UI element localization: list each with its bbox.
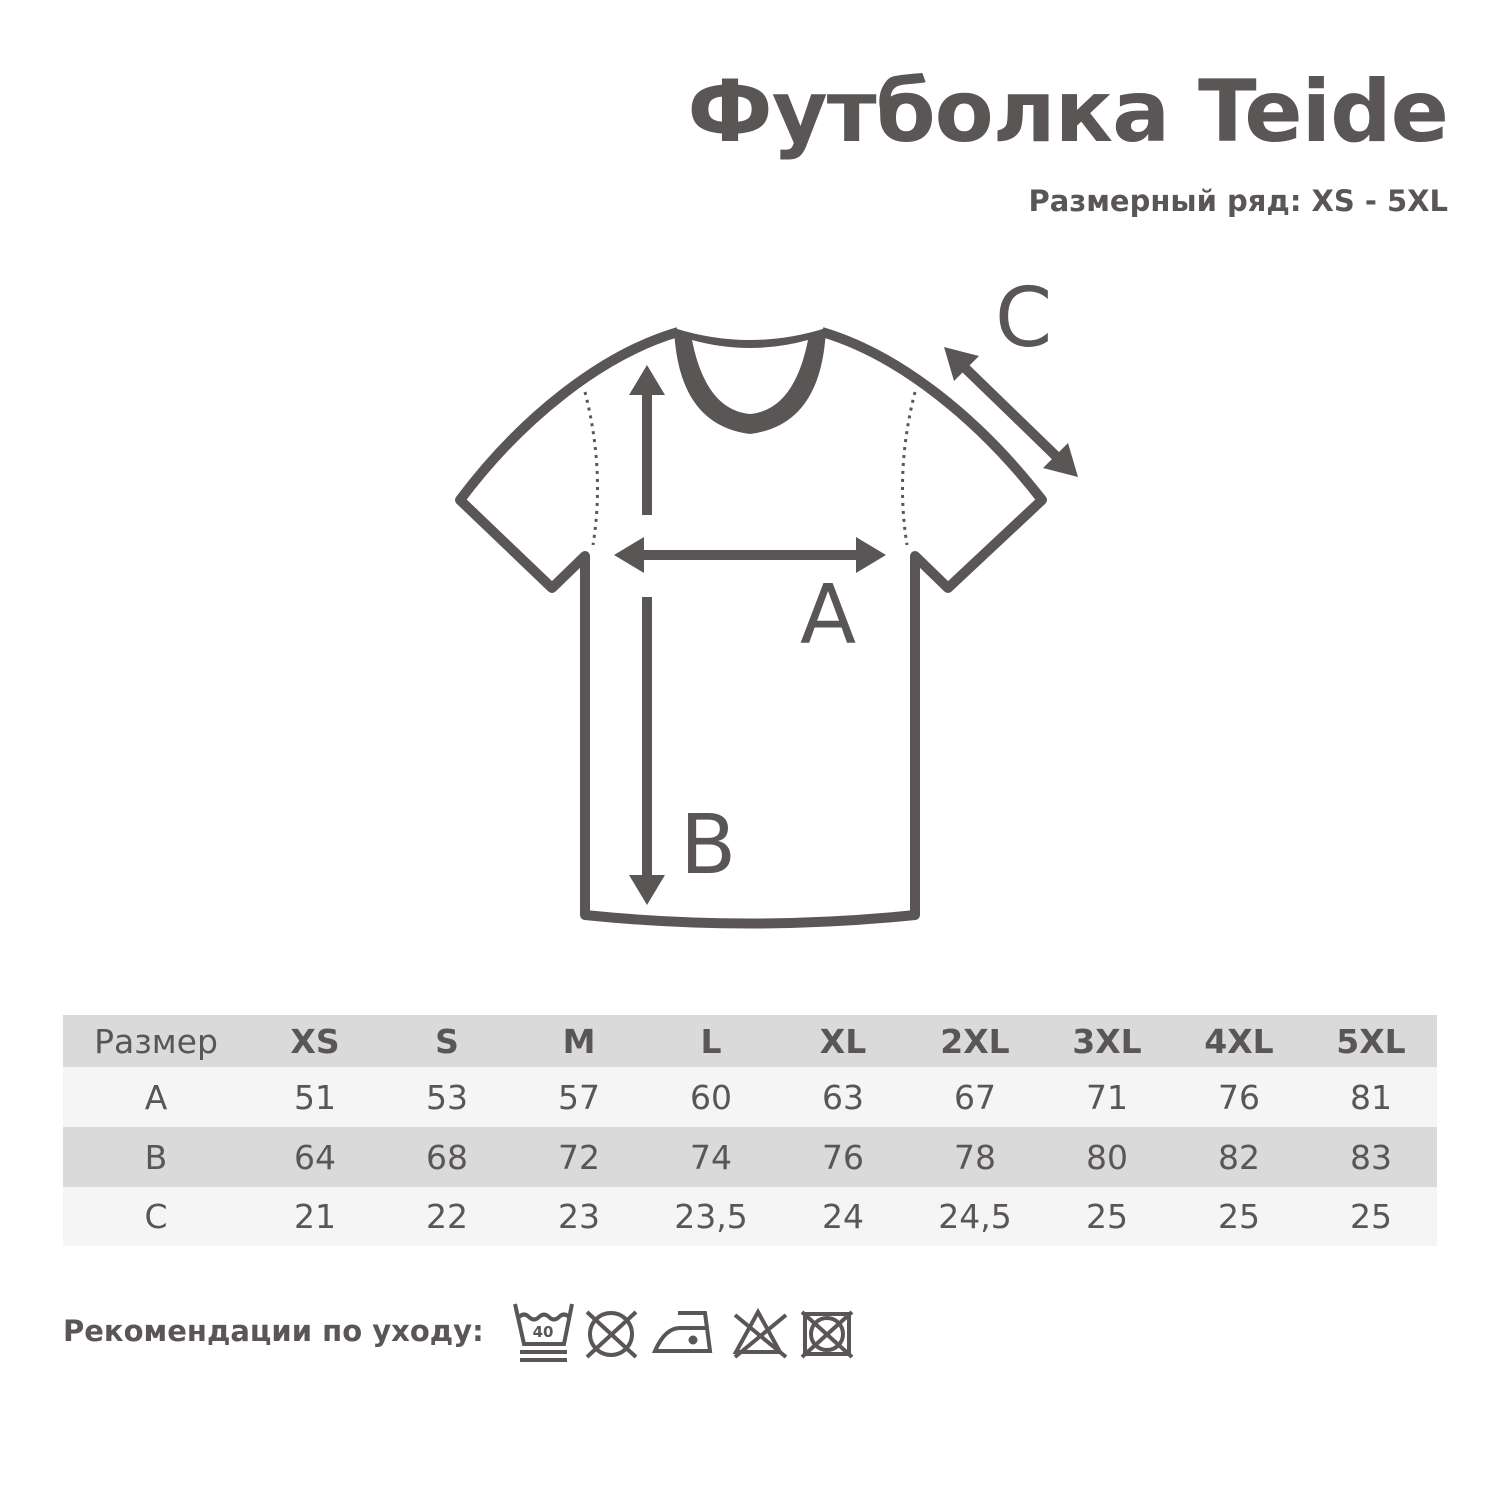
table-cell: 60 xyxy=(645,1067,777,1127)
table-cell: 22 xyxy=(381,1187,513,1246)
arrow-a xyxy=(614,537,886,573)
table-cell: 68 xyxy=(381,1127,513,1187)
tshirt-diagram: A B C xyxy=(455,271,1078,929)
table-cell: 74 xyxy=(645,1127,777,1187)
header-cell: 4XL xyxy=(1173,1015,1305,1067)
table-cell: 82 xyxy=(1173,1127,1305,1187)
table-cell: 67 xyxy=(909,1067,1041,1127)
table-cell: 21 xyxy=(249,1187,381,1246)
header-cell: XL xyxy=(777,1015,909,1067)
header-cell: Размер xyxy=(63,1015,249,1067)
table-cell: 63 xyxy=(777,1067,909,1127)
no-dry-clean-icon xyxy=(800,1310,854,1359)
label-b: B xyxy=(680,798,736,893)
seam-left xyxy=(583,391,599,546)
table-cell: 25 xyxy=(1173,1187,1305,1246)
no-bleach-icon xyxy=(732,1307,788,1359)
table-cell: 81 xyxy=(1305,1067,1437,1127)
header-cell: M xyxy=(513,1015,645,1067)
table-cell: 23 xyxy=(513,1187,645,1246)
label-c: C xyxy=(995,271,1052,366)
table-header-row: Размер XS S M L XL 2XL 3XL 4XL 5XL xyxy=(63,1015,1437,1067)
row-label: A xyxy=(63,1067,249,1127)
table-cell: 76 xyxy=(777,1127,909,1187)
row-label: B xyxy=(63,1127,249,1187)
table-cell: 64 xyxy=(249,1127,381,1187)
table-cell: 53 xyxy=(381,1067,513,1127)
header-cell: L xyxy=(645,1015,777,1067)
table-cell: 23,5 xyxy=(645,1187,777,1246)
header-cell: 2XL xyxy=(909,1015,1041,1067)
table-row: C 21 22 23 23,5 24 24,5 25 25 25 xyxy=(63,1187,1437,1246)
header-cell: 5XL xyxy=(1305,1015,1437,1067)
arrow-c xyxy=(944,347,1078,477)
table-row: B 64 68 72 74 76 78 80 82 83 xyxy=(63,1127,1437,1187)
wash-temperature: 40 xyxy=(533,1323,554,1341)
iron-low-icon xyxy=(651,1311,713,1353)
seam-right xyxy=(901,391,917,546)
table-cell: 83 xyxy=(1305,1127,1437,1187)
table-cell: 25 xyxy=(1305,1187,1437,1246)
tshirt-outline xyxy=(455,327,1047,929)
page-title: Футболка Teide xyxy=(687,62,1449,162)
size-table: Размер XS S M L XL 2XL 3XL 4XL 5XL A 51 … xyxy=(63,1015,1437,1246)
table-cell: 76 xyxy=(1173,1067,1305,1127)
table-cell: 24 xyxy=(777,1187,909,1246)
care-icons: 40 xyxy=(513,1303,854,1362)
table-cell: 57 xyxy=(513,1067,645,1127)
wash-40-gentle-icon: 40 xyxy=(513,1303,574,1362)
table-cell: 72 xyxy=(513,1127,645,1187)
size-range: Размерный ряд: XS - 5XL xyxy=(1028,184,1448,218)
arrow-b xyxy=(629,365,665,905)
care-label: Рекомендации по уходу: xyxy=(63,1314,484,1348)
tshirt-collar xyxy=(674,328,826,434)
label-a: A xyxy=(800,568,856,663)
table-cell: 80 xyxy=(1041,1127,1173,1187)
table-cell: 51 xyxy=(249,1067,381,1127)
header-cell: 3XL xyxy=(1041,1015,1173,1067)
header-cell: S xyxy=(381,1015,513,1067)
table-row: A 51 53 57 60 63 67 71 76 81 xyxy=(63,1067,1437,1127)
table-cell: 71 xyxy=(1041,1067,1173,1127)
row-label: C xyxy=(63,1187,249,1246)
header-cell: XS xyxy=(249,1015,381,1067)
table-cell: 78 xyxy=(909,1127,1041,1187)
no-tumble-dry-icon xyxy=(585,1310,638,1359)
table-cell: 25 xyxy=(1041,1187,1173,1246)
table-cell: 24,5 xyxy=(909,1187,1041,1246)
